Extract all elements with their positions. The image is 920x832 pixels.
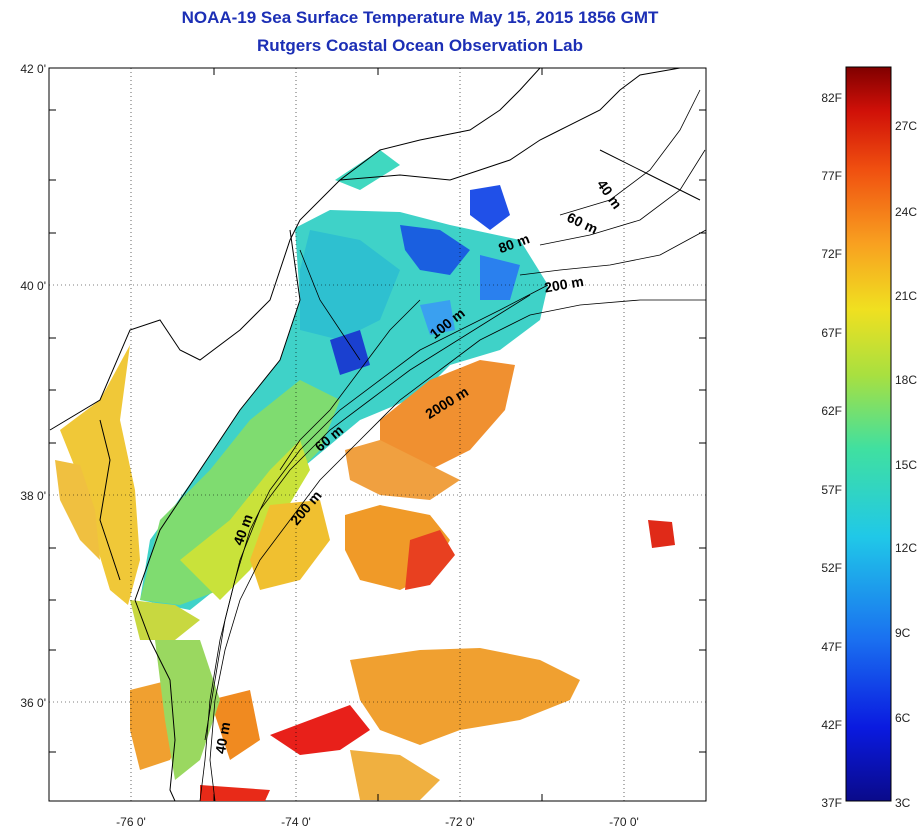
coastline <box>49 68 701 801</box>
colorbar-c-label: 3C <box>895 796 911 810</box>
colorbar-f-label: 77F <box>821 169 842 183</box>
colorbar-c-label: 21C <box>895 289 917 303</box>
colorbar-c-label: 24C <box>895 205 917 219</box>
lon-label: -70 0' <box>609 815 639 829</box>
colorbar-f-label: 82F <box>821 91 842 105</box>
lat-label: 38 0' <box>20 489 46 503</box>
colorbar-c-label: 27C <box>895 119 917 133</box>
longitude-labels: -76 0' -74 0' -72 0' -70 0' <box>116 815 639 829</box>
colorbar-fahrenheit-labels: 82F 77F 72F 67F 62F 57F 52F 47F 42F 37F <box>821 91 842 810</box>
colorbar: 82F 77F 72F 67F 62F 57F 52F 47F 42F 37F … <box>821 66 917 810</box>
colorbar-c-label: 12C <box>895 541 917 555</box>
colorbar-f-label: 72F <box>821 247 842 261</box>
colorbar-f-label: 52F <box>821 561 842 575</box>
colorbar-f-label: 57F <box>821 483 842 497</box>
colorbar-f-label: 47F <box>821 640 842 654</box>
bathymetry-contours <box>199 89 706 801</box>
colorbar-celsius-labels: 27C 24C 21C 18C 15C 12C 9C 6C 3C <box>895 119 917 810</box>
colorbar-c-label: 6C <box>895 711 911 725</box>
lat-label: 36 0' <box>20 696 46 710</box>
colorbar-f-label: 62F <box>821 404 842 418</box>
lon-label: -74 0' <box>281 815 311 829</box>
colorbar-c-label: 15C <box>895 458 917 472</box>
contour-label: 40 m <box>212 721 233 755</box>
map-subtitle: Rutgers Coastal Ocean Observation Lab <box>257 36 583 55</box>
colorbar-f-label: 42F <box>821 718 842 732</box>
frame-ticks <box>49 68 706 801</box>
map-title: NOAA-19 Sea Surface Temperature May 15, … <box>181 8 659 27</box>
graticule <box>49 68 706 801</box>
colorbar-f-label: 37F <box>821 796 842 810</box>
sst-data-layer <box>55 150 675 801</box>
colorbar-c-label: 18C <box>895 373 917 387</box>
lon-label: -72 0' <box>445 815 475 829</box>
contour-label: 200 m <box>543 273 585 296</box>
colorbar-c-label: 9C <box>895 626 911 640</box>
lon-label: -76 0' <box>116 815 146 829</box>
lat-label: 42 0' <box>20 62 46 76</box>
lat-label: 40 0' <box>20 279 46 293</box>
colorbar-gradient <box>845 66 892 802</box>
colorbar-f-label: 67F <box>821 326 842 340</box>
latitude-labels: 42 0' 40 0' 38 0' 36 0' <box>20 62 46 710</box>
